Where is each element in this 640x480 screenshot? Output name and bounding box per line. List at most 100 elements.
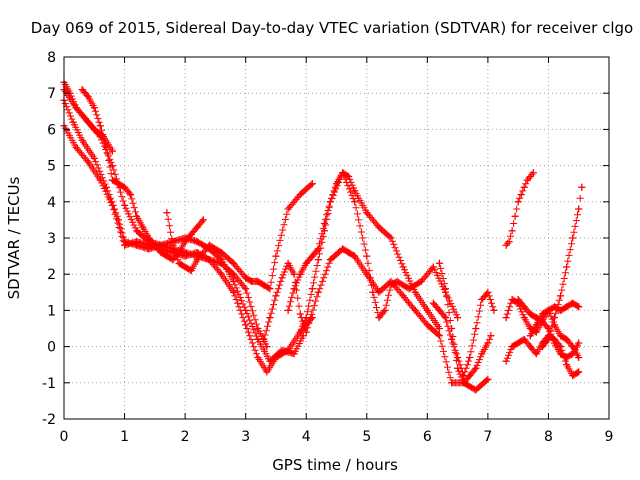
series-track-12 xyxy=(502,169,537,249)
y-tick-label: 0 xyxy=(47,340,56,356)
data-point xyxy=(266,285,274,293)
data-point xyxy=(557,350,565,358)
data-point xyxy=(387,281,395,289)
data-point xyxy=(290,270,298,278)
x-tick-label: 4 xyxy=(302,429,311,445)
data-point xyxy=(508,343,516,351)
data-point xyxy=(169,241,177,249)
data-point xyxy=(133,241,141,249)
y-tick-label: 5 xyxy=(47,159,56,175)
data-point xyxy=(514,339,522,347)
data-point xyxy=(254,325,262,332)
data-point xyxy=(181,238,189,246)
data-point xyxy=(435,306,443,314)
data-point xyxy=(526,310,534,318)
data-point xyxy=(351,252,359,260)
data-point xyxy=(263,368,271,376)
series-track-7 xyxy=(260,245,492,394)
data-point xyxy=(339,169,347,177)
data-point xyxy=(557,332,565,340)
grid-lines xyxy=(64,57,609,419)
x-tick-label: 3 xyxy=(241,429,250,445)
data-point xyxy=(411,306,419,314)
data-point xyxy=(133,212,141,220)
series-track-4 xyxy=(60,78,116,155)
data-point xyxy=(575,303,583,311)
data-point xyxy=(520,303,528,311)
data-point xyxy=(505,238,513,246)
data-point xyxy=(557,292,565,300)
data-point xyxy=(115,216,122,224)
data-point xyxy=(254,277,262,285)
y-tick-label: 2 xyxy=(47,267,56,283)
data-point xyxy=(187,230,195,238)
data-point xyxy=(230,277,238,285)
data-point xyxy=(217,259,225,267)
data-point xyxy=(454,354,462,361)
data-point xyxy=(102,144,110,151)
data-point xyxy=(175,259,183,267)
data-point xyxy=(90,154,98,162)
data-point xyxy=(102,183,110,191)
data-point xyxy=(363,209,371,217)
plot-border xyxy=(63,56,610,420)
data-point xyxy=(393,277,401,285)
data-point xyxy=(569,372,577,380)
data-point xyxy=(569,350,577,358)
data-point xyxy=(508,227,516,235)
y-tick-label: 6 xyxy=(47,122,56,138)
data-point xyxy=(454,314,462,322)
data-point xyxy=(278,274,286,282)
data-point xyxy=(205,256,213,264)
data-point xyxy=(272,252,280,260)
data-point xyxy=(363,270,371,278)
data-point xyxy=(263,343,271,351)
data-point xyxy=(345,249,353,256)
data-point xyxy=(375,314,383,322)
data-point xyxy=(484,339,492,347)
data-point xyxy=(90,125,98,133)
data-point xyxy=(442,314,449,322)
x-tick-label: 2 xyxy=(181,429,190,445)
data-point xyxy=(351,187,359,195)
data-point xyxy=(121,183,129,191)
data-point xyxy=(369,288,377,296)
x-tick-label: 1 xyxy=(120,429,129,445)
data-point xyxy=(145,234,153,242)
data-point xyxy=(308,180,316,188)
data-point xyxy=(423,306,431,314)
data-markers xyxy=(284,169,462,322)
data-point xyxy=(272,292,280,300)
data-point xyxy=(320,220,328,227)
data-point xyxy=(563,303,571,311)
data-point xyxy=(308,252,316,260)
data-point xyxy=(551,339,558,347)
y-tick-label: -2 xyxy=(42,412,56,428)
data-point xyxy=(448,335,456,343)
data-point xyxy=(157,249,165,256)
y-axis-ticks: -2 -1 0 1 2 3 4 5 6 7 8 xyxy=(42,50,609,428)
data-point xyxy=(302,314,310,322)
data-point xyxy=(502,357,510,365)
y-tick-label: 8 xyxy=(47,50,56,66)
data-point xyxy=(490,306,498,314)
data-point xyxy=(578,183,586,191)
data-point xyxy=(405,285,413,293)
data-point xyxy=(523,176,531,184)
data-point xyxy=(575,339,583,347)
data-point xyxy=(575,368,583,376)
y-tick-label: 3 xyxy=(47,231,56,247)
data-point xyxy=(472,325,480,332)
data-point xyxy=(514,198,522,206)
data-point xyxy=(308,285,316,293)
y-axis-title: SDTVAR / TECUs xyxy=(5,176,23,299)
data-point xyxy=(145,245,153,253)
data-point xyxy=(181,263,189,271)
data-point xyxy=(133,227,141,235)
data-point xyxy=(472,386,480,394)
data-point xyxy=(108,176,116,184)
data-point xyxy=(290,285,298,293)
data-point xyxy=(478,350,486,358)
data-point xyxy=(326,198,334,206)
